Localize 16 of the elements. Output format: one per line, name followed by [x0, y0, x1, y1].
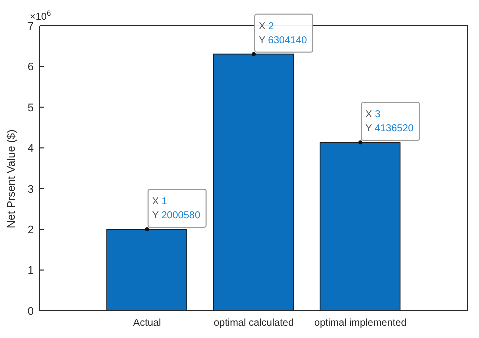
annotation: X 3 Y 4136520 [366, 110, 414, 135]
y-axis-title: Net Prsent Value ($) [6, 130, 18, 228]
y-tick-label: 3 [28, 184, 34, 196]
y-tick-label: 4 [28, 143, 34, 156]
annotation: X 1 Y 2000580 [152, 196, 201, 222]
y-tick-label: 1 [28, 265, 34, 278]
x-tick-label: Actual [133, 318, 162, 330]
x-tick-label: optimal calculated [214, 318, 294, 330]
y-tick-label: 0 [28, 306, 34, 318]
text: ×10$^{6}$ [30, 8, 52, 23]
y-tick-label: 7 [28, 20, 34, 33]
annotation: X 2 Y 6304140 [259, 21, 308, 46]
x-tick-label: optimal implemented [314, 318, 407, 330]
y-tick-label: 5 [28, 102, 34, 114]
y-tick-label: 6 [28, 62, 34, 74]
y-tick-label: 2 [28, 224, 34, 236]
